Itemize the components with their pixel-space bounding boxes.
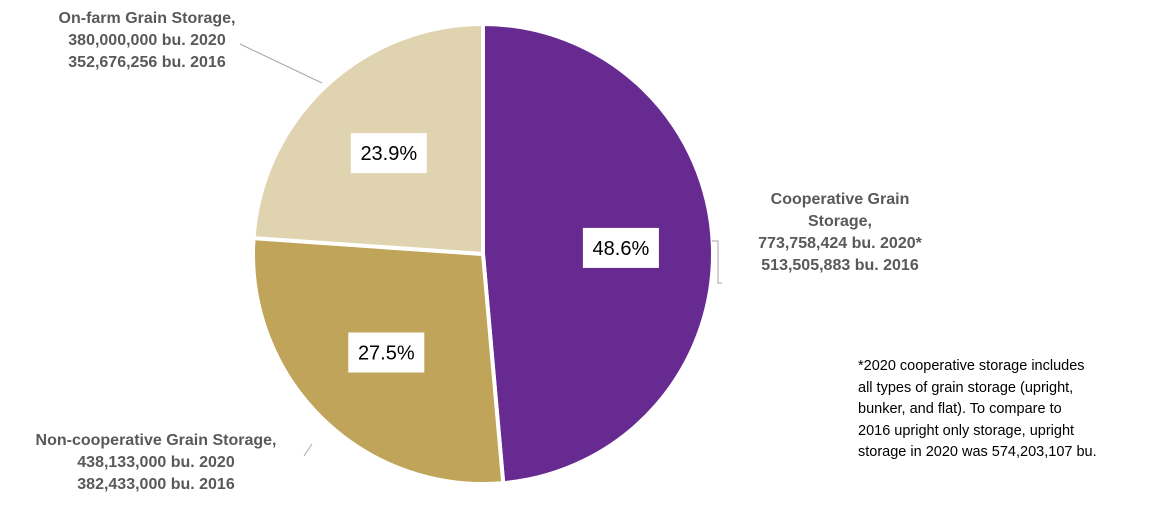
- category-label-line: 773,758,424 bu. 2020*: [758, 235, 922, 252]
- percent-label-box: [348, 332, 425, 373]
- percent-label-cooperative: 48.6%: [582, 227, 659, 268]
- category-label-cooperative: Cooperative Grain Storage, 773,758,424 b…: [722, 189, 958, 277]
- percent-label-text: 23.9%: [360, 143, 417, 165]
- category-label-line: 352,676,256 bu. 2016: [68, 54, 226, 71]
- leader-line-non-cooperative: [303, 443, 313, 457]
- leader-line-on-farm: [239, 43, 323, 84]
- leader-lines: [239, 43, 722, 457]
- percent-label-text: 27.5%: [358, 343, 415, 365]
- percent-label-non-cooperative: 27.5%: [348, 332, 425, 373]
- category-label-line: 380,000,000 bu. 2020: [68, 32, 226, 49]
- category-label-line: Storage,: [807, 213, 872, 230]
- category-label-on-farm: On-farm Grain Storage, 380,000,000 bu. 2…: [8, 8, 286, 74]
- category-label-line: 438,133,000 bu. 2020: [77, 454, 235, 471]
- category-label-line: Cooperative Grain: [770, 191, 910, 208]
- category-label-line: On-farm Grain Storage,: [58, 10, 236, 27]
- category-label-line: Non-cooperative Grain Storage,: [35, 432, 277, 449]
- footnote: *2020 cooperative storage includes all t…: [858, 358, 1097, 460]
- percent-label-on-farm: 23.9%: [350, 133, 427, 174]
- category-label-line: 513,505,883 bu. 2016: [761, 257, 919, 274]
- category-label-line: 382,433,000 bu. 2016: [77, 476, 235, 493]
- leader-line-cooperative: [712, 240, 722, 284]
- percent-label-text: 48.6%: [593, 238, 650, 260]
- category-label-non-cooperative: Non-cooperative Grain Storage, 438,133,0…: [0, 430, 312, 496]
- percent-label-box: [350, 133, 427, 174]
- percent-label-box: [582, 227, 659, 268]
- percent-labels: 48.6% 27.5% 23.9%: [348, 133, 659, 373]
